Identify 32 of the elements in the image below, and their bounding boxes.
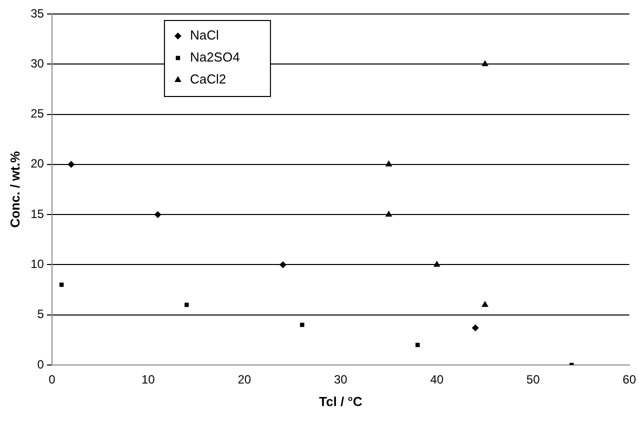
x-axis-title: Tcl / °C: [319, 394, 363, 409]
y-axis-title: Conc. / wt.%: [7, 150, 22, 228]
y-tick-label: 35: [30, 6, 44, 20]
point: [385, 160, 392, 166]
legend-label: NaCl: [190, 28, 219, 43]
x-tick-label: 10: [142, 372, 156, 387]
y-tick-label: 5: [37, 307, 44, 322]
point: [385, 210, 392, 217]
legend-label: CaCl2: [190, 72, 226, 87]
point: [184, 302, 189, 307]
point: [482, 60, 488, 66]
point: [59, 282, 64, 287]
x-tick-label: 30: [334, 372, 348, 387]
point: [154, 211, 162, 218]
legend-label: Na2SO4: [190, 50, 240, 65]
point: [433, 260, 440, 267]
x-tick-label: 60: [622, 372, 636, 387]
y-tick-label: 25: [30, 106, 44, 121]
y-tick-label: 10: [30, 257, 44, 272]
x-tick-label: 50: [526, 372, 540, 387]
x-tick-label: 20: [238, 372, 252, 387]
point: [482, 300, 488, 307]
point: [279, 261, 286, 268]
point: [68, 160, 75, 168]
point: [300, 322, 304, 328]
x-tick-label: 40: [430, 372, 444, 387]
y-tick-label: 30: [30, 56, 44, 70]
y-tick-label: 0: [37, 357, 44, 372]
point: [472, 324, 479, 332]
x-tick-label: 0: [48, 372, 56, 387]
y-tick-label: 20: [30, 156, 44, 171]
y-tick-label: 15: [30, 206, 44, 221]
